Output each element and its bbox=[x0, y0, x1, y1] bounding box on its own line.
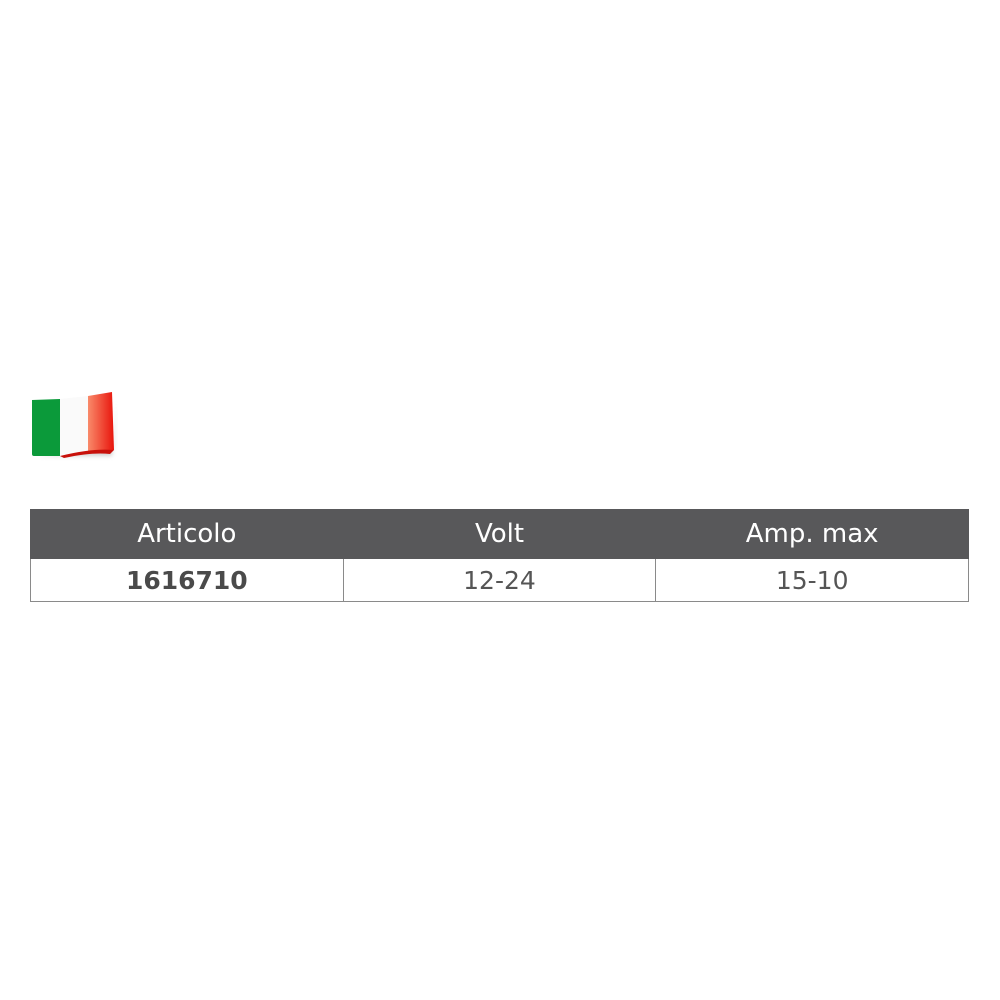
cell-volt: 12-24 bbox=[342, 558, 657, 602]
spec-table: Articolo Volt Amp. max 1616710 12-24 15-… bbox=[30, 509, 969, 602]
table-header-row: Articolo Volt Amp. max bbox=[30, 509, 969, 559]
table-row: 1616710 12-24 15-10 bbox=[30, 558, 969, 602]
header-volt: Volt bbox=[342, 509, 657, 559]
header-articolo: Articolo bbox=[30, 509, 344, 559]
cell-articolo: 1616710 bbox=[30, 558, 344, 602]
italy-flag-icon bbox=[32, 392, 116, 458]
header-amp-max: Amp. max bbox=[655, 509, 969, 559]
cell-amp-max: 15-10 bbox=[655, 558, 969, 602]
